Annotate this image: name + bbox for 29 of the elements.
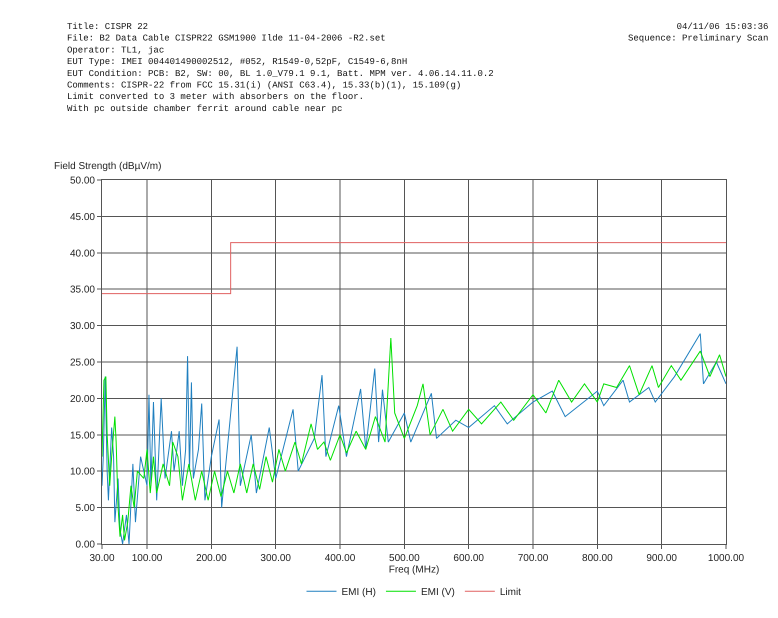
legend-label: EMI (H) [342,587,376,598]
x-tick-label: 700.00 [518,553,549,564]
y-tick-label: 25.00 [70,358,96,368]
x-tick-label: 900.00 [646,553,678,564]
y-tick-label: 30.00 [70,321,96,332]
x-tick-label: 1000.00 [708,553,745,564]
y-tick-label: 10.00 [70,466,96,478]
x-tick-label: 200.00 [196,553,228,564]
x-tick-label: 30.00 [89,553,115,564]
y-tick-label: 15.00 [70,430,96,442]
x-tick-label: 500.00 [389,553,420,564]
text: 04/11/06 15:03:36 Sequence: Preliminary Scan [628,22,768,44]
y-tick-label: 40.00 [70,248,96,260]
text: Title: CISPR 22 File: B2 Data Cable CISPR22 GSM1900 Ilde 11-04-2006 -R2.set Operator: TL1, jac EUT Type: IMEI 004401490002512, #052, R1549-0,52pF, C1549-6,8nH EUT Condition: PCB: B2, SW: 00, BL 1.0_V79.1 9.1, Batt. MPM ver. 4.06.14.11.0.2 Comments: CISPR-22 from FCC 15.31(i) (ANSI C63.4), 15.33(b)(1), 15.109(g) Limit converted to 3 meter with absorbers on the floor. With pc outside chamber ferrit around cable near pc [67,22,494,114]
x-tick-label: 800.00 [582,553,614,564]
x-tick-label: 300.00 [260,553,292,564]
y-tick-label: 50.00 [70,176,96,186]
x-axis-title: Freq (MHz) [388,564,440,576]
legend-label: EMI (V) [420,587,455,598]
x-tick-label: 400.00 [324,553,356,564]
x-tick-label: 600.00 [453,553,484,564]
y-tick-label: 5.00 [76,503,96,514]
y-tick-label: 35.00 [70,284,96,296]
x-tick-label: 100.00 [132,553,163,564]
y-tick-label: 0.00 [76,540,96,550]
legend-label: Limit [500,587,522,598]
y-tick-label: 20.00 [70,394,96,405]
y-axis-title: Field Strength (dBµV/m) [54,161,162,172]
y-tick-label: 45.00 [70,212,96,223]
